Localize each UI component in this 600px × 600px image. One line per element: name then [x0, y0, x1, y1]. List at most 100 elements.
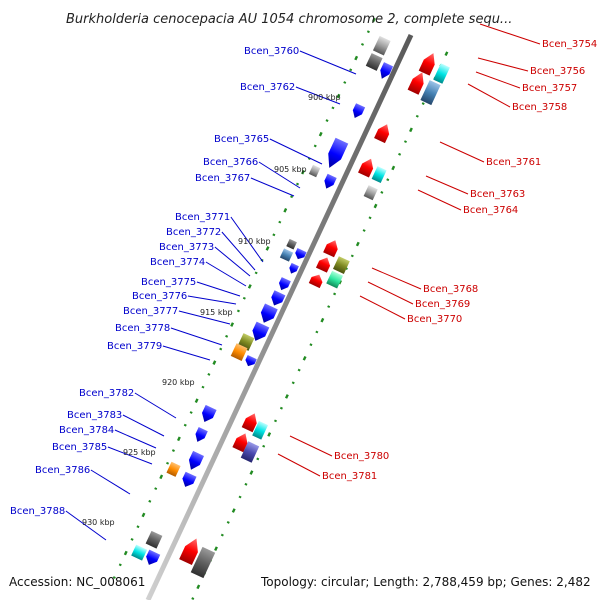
gene-label-right[interactable]: Bcen_3758: [512, 102, 567, 113]
gene-label-right[interactable]: Bcen_3754: [542, 39, 597, 50]
gc-dash: [421, 102, 425, 105]
leader-line: [114, 429, 157, 449]
gene-label-left[interactable]: Bcen_3765: [214, 134, 269, 145]
leader-line: [417, 189, 462, 211]
gene-feature: [188, 450, 205, 470]
gc-dash: [331, 106, 335, 110]
gene-label-right[interactable]: Bcen_3768: [423, 284, 478, 295]
gene-label-left[interactable]: Bcen_3772: [166, 227, 221, 238]
gene-label-left[interactable]: Bcen_3773: [159, 242, 214, 253]
gc-dash: [362, 229, 366, 232]
leader-line: [479, 23, 541, 45]
gc-dash: [267, 432, 272, 437]
gene-label-left[interactable]: Bcen_3785: [52, 442, 107, 453]
gene-label-left[interactable]: Bcen_3783: [67, 410, 122, 421]
gene-label-left[interactable]: Bcen_3775: [141, 277, 196, 288]
gc-dash: [166, 461, 170, 465]
leader-line: [162, 345, 211, 361]
gene-feature: [260, 303, 278, 323]
gc-dash: [247, 284, 252, 289]
chromosome-backbone: [145, 33, 414, 600]
gene-feature: [252, 420, 269, 440]
gc-dash: [225, 334, 229, 338]
gene-label-right[interactable]: Bcen_3763: [470, 189, 525, 200]
gc-dash: [254, 271, 258, 275]
gc-dash: [295, 182, 300, 186]
leader-line: [205, 261, 247, 287]
gc-dash: [290, 195, 294, 199]
gene-label-right[interactable]: Bcen_3757: [522, 83, 577, 94]
gc-dash: [283, 207, 288, 213]
gc-dash: [154, 487, 158, 491]
gene-label-left[interactable]: Bcen_3788: [10, 506, 65, 517]
gene-feature: [308, 274, 323, 289]
gene-label-left[interactable]: Bcen_3779: [107, 341, 162, 352]
gene-feature: [365, 53, 383, 71]
map-title: Burkholderia cenocepacia AU 1054 chromos…: [66, 12, 512, 27]
gene-feature: [179, 538, 198, 566]
gene-feature: [308, 164, 321, 178]
gene-label-left[interactable]: Bcen_3786: [35, 465, 90, 476]
gene-label-left[interactable]: Bcen_3762: [240, 82, 295, 93]
gene-label-left[interactable]: Bcen_3776: [132, 291, 187, 302]
gc-dash: [130, 537, 134, 541]
gene-label-right[interactable]: Bcen_3764: [463, 205, 518, 216]
gene-label-left[interactable]: Bcen_3767: [195, 173, 250, 184]
gene-label-left[interactable]: Bcen_3778: [115, 323, 170, 334]
gc-dash: [297, 368, 301, 372]
gc-dash: [315, 330, 319, 334]
gene-features: [131, 35, 450, 579]
leader-line: [439, 141, 485, 163]
label-leader-lines: [65, 23, 541, 541]
gene-feature: [289, 262, 299, 274]
gc-dash: [301, 169, 305, 175]
gene-feature: [315, 257, 331, 273]
leader-line: [269, 138, 323, 165]
gc-dash: [123, 550, 128, 556]
topology-text: Topology: circular; Length: 2,788,459 bp…: [260, 575, 591, 589]
gene-label-right[interactable]: Bcen_3770: [407, 314, 462, 325]
gene-feature: [279, 248, 294, 262]
gc-dash: [136, 525, 140, 529]
leader-line: [250, 177, 295, 197]
gene-feature: [271, 290, 286, 306]
gene-label-left[interactable]: Bcen_3782: [79, 388, 134, 399]
gene-feature: [328, 137, 349, 168]
gc-dash: [201, 385, 205, 389]
gene-feature: [332, 256, 350, 274]
kbp-tick-label: 930 kbp: [82, 518, 115, 527]
gene-label-left[interactable]: Bcen_3766: [203, 157, 258, 168]
gene-feature: [363, 185, 378, 201]
gc-dash: [244, 482, 248, 486]
gene-label-left[interactable]: Bcen_3777: [123, 306, 178, 317]
gene-label-left[interactable]: Bcen_3760: [244, 46, 299, 57]
gene-feature: [433, 63, 450, 84]
gene-feature: [326, 270, 344, 289]
gc-dash: [350, 254, 354, 258]
gc-dash: [309, 343, 313, 347]
gene-label-right[interactable]: Bcen_3781: [322, 471, 377, 482]
gene-label-right[interactable]: Bcen_3761: [486, 157, 541, 168]
gc-dash: [191, 597, 195, 600]
kbp-scale-labels: 900 kbp 905 kbp 910 kbp 915 kbp 920 kbp 925 k…: [82, 93, 341, 527]
gene-label-right[interactable]: Bcen_3756: [530, 66, 585, 77]
gc-dash: [118, 563, 122, 567]
gene-label-left[interactable]: Bcen_3774: [150, 257, 205, 268]
leader-line: [367, 281, 414, 305]
gene-feature: [286, 238, 297, 250]
gc-dash: [320, 317, 325, 323]
gene-label-left[interactable]: Bcen_3771: [175, 212, 230, 223]
gc-dash: [265, 246, 270, 251]
leader-line: [289, 435, 333, 457]
gene-label-right[interactable]: Bcen_3780: [334, 451, 389, 462]
accession-text: Accession: NC_008061: [9, 575, 145, 589]
gene-feature: [407, 72, 424, 95]
kbp-tick-label: 910 kbp: [238, 237, 271, 246]
gene-label-left[interactable]: Bcen_3784: [59, 425, 114, 436]
gc-dash: [349, 68, 353, 72]
gene-label-right[interactable]: Bcen_3769: [415, 299, 470, 310]
kbp-tick-label: 925 kbp: [123, 448, 156, 457]
leader-line: [295, 86, 341, 105]
leader-line: [196, 281, 241, 297]
